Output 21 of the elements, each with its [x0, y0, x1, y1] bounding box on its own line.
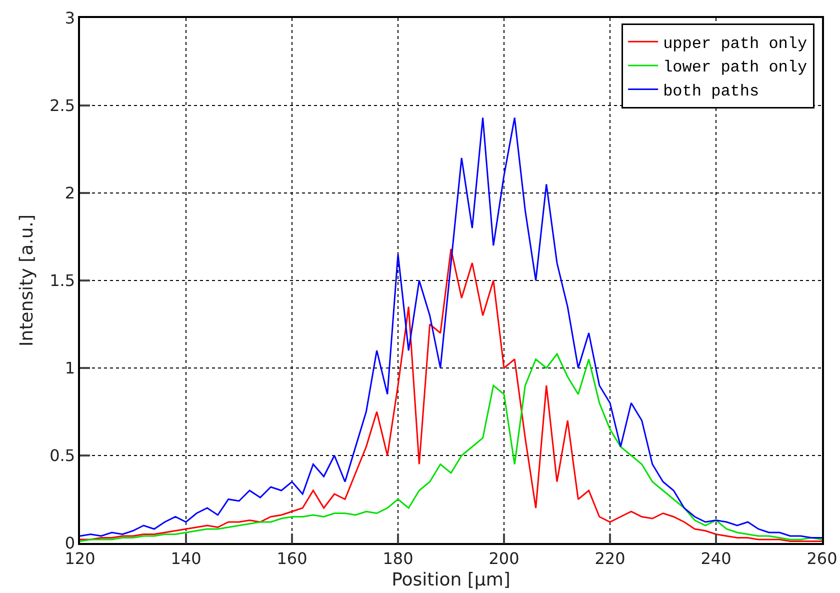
y-tick-label: 0.5 [50, 446, 76, 466]
y-tick-label: 1 [64, 358, 76, 378]
y-tick-label: 2 [64, 184, 76, 203]
x-tick-label: 240 [700, 548, 732, 568]
legend-label: lower path only [663, 58, 808, 77]
x-axis-title: Position [µm] [392, 570, 510, 591]
x-tick-label: 140 [170, 548, 202, 568]
x-tick-label: 180 [382, 548, 414, 568]
line-series [80, 353, 822, 542]
y-tick-label: 1.5 [50, 271, 76, 290]
x-tick-label: 160 [276, 548, 308, 568]
x-tick-label: 220 [594, 548, 626, 568]
line-series [80, 117, 822, 538]
x-tick-label: 260 [806, 548, 838, 568]
legend-label: both paths [663, 82, 760, 100]
line-series [80, 248, 822, 542]
y-axis-title: Intensity [a.u.] [16, 214, 38, 346]
y-tick-label: 2.5 [50, 96, 76, 116]
y-tick-label: 3 [64, 8, 76, 28]
legend-label: upper path only [663, 34, 808, 53]
x-tick-label: 200 [488, 548, 520, 568]
